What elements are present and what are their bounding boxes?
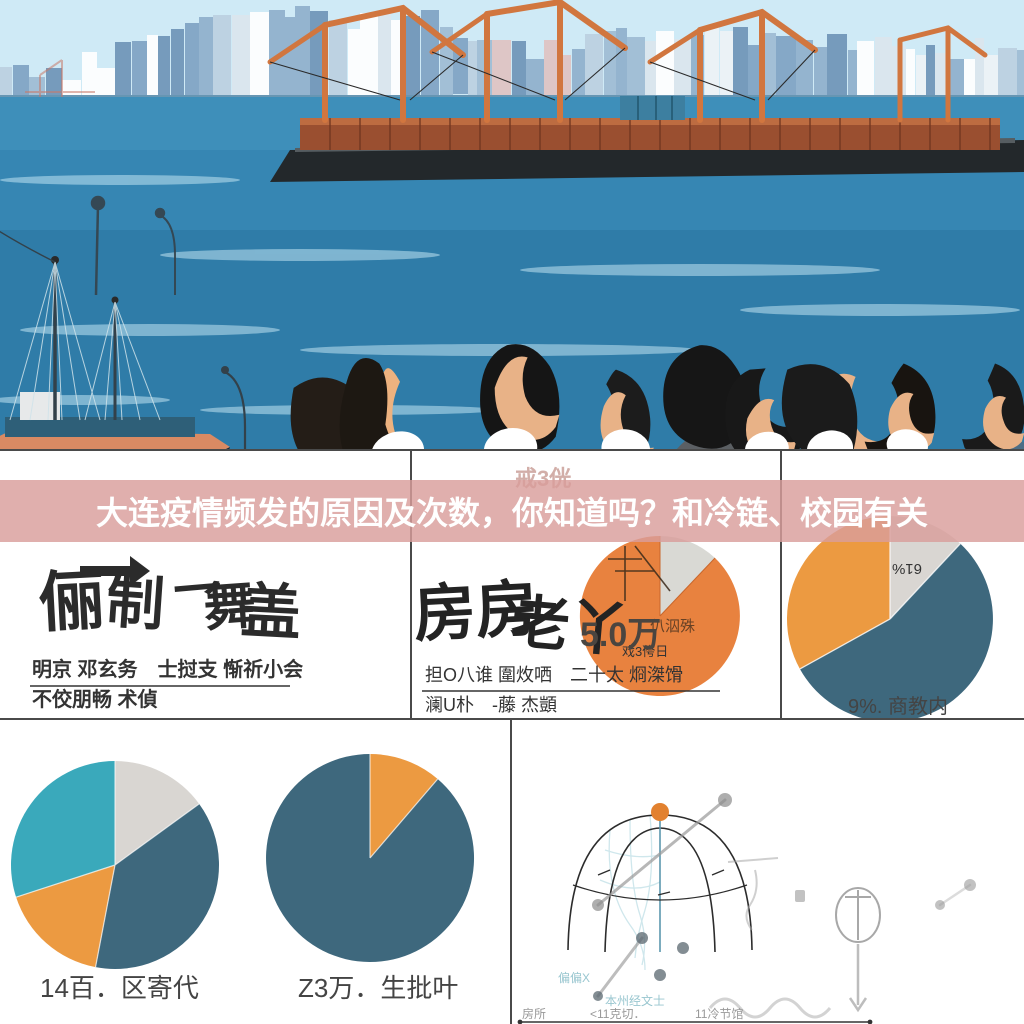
svg-text:5.0万: 5.0万 <box>580 616 661 654</box>
svg-text:偏偏X: 偏偏X <box>558 970 590 985</box>
svg-text:明京 邓玄务 士挝支 惭祈小会: 明京 邓玄务 士挝支 惭祈小会 <box>32 657 303 681</box>
svg-text:9%. 商教内: 9%. 商教内 <box>848 695 948 718</box>
svg-text:房所: 房所 <box>522 1006 546 1021</box>
svg-text:14百．区寄代: 14百．区寄代 <box>40 973 199 1003</box>
svg-text:11冷节馆: 11冷节馆 <box>695 1006 743 1021</box>
svg-text:<11克切．: <11克切． <box>590 1007 645 1021</box>
svg-text:担O八谁 圍炇哂 二十太 烱滐馉: 担O八谁 圍炇哂 二十太 烱滐馉 <box>425 665 683 685</box>
svg-text:澜U朴 -藤 杰顗: 澜U朴 -藤 杰顗 <box>425 695 557 715</box>
svg-text:舞: 舞 <box>202 576 258 637</box>
svg-text:本州经文士: 本州经文士 <box>605 993 665 1008</box>
svg-text:61%: 61% <box>892 560 922 577</box>
svg-text:不佼朋畅 术偵: 不佼朋畅 术偵 <box>32 687 158 711</box>
svg-text:Z3万．生批叶: Z3万．生批叶 <box>298 973 458 1003</box>
